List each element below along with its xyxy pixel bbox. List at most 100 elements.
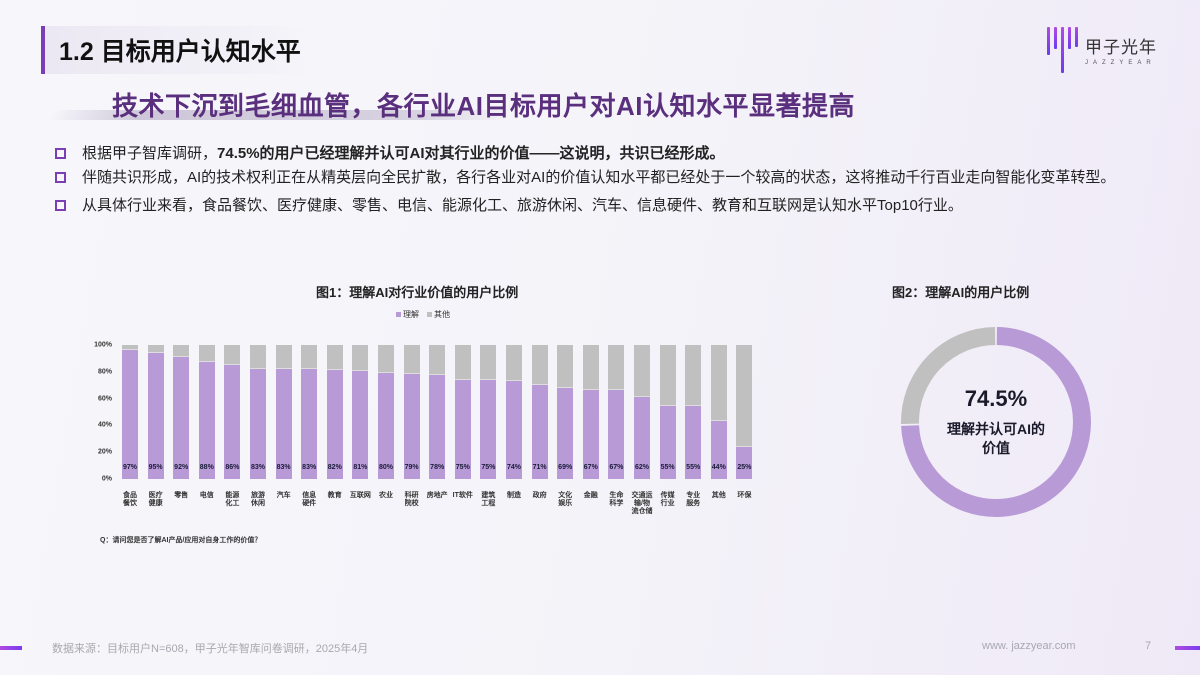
- y-tick-label: 60%: [97, 395, 112, 403]
- bar-segment-other: [685, 345, 702, 406]
- bar-segment-other: [531, 345, 548, 384]
- bar-segment-understand: [480, 378, 497, 479]
- bar-segment-understand: [659, 405, 676, 479]
- donut-center-label: 理解并认可AI的价值: [947, 421, 1045, 456]
- bar: 71%: [531, 345, 548, 479]
- x-category-label: 医疗 健康: [148, 492, 163, 507]
- bar-value-label: 86%: [225, 464, 240, 471]
- x-category-label: 房地产: [426, 492, 448, 499]
- x-category-label: 互联网: [349, 492, 371, 499]
- bar-segment-understand: [685, 405, 702, 479]
- bar-value-label: 92%: [174, 464, 189, 471]
- donut-segment-other: [901, 327, 996, 425]
- logo-name-cn: 甲子光年: [1085, 38, 1157, 58]
- x-category-label: 传媒 行业: [660, 492, 675, 507]
- x-category-label: 制造: [507, 492, 521, 499]
- x-category-label: 金融: [583, 492, 598, 499]
- bar-value-label: 69%: [558, 464, 573, 471]
- y-tick-label: 100%: [94, 341, 112, 349]
- bullet-bold-text: 74.5%的用户已经理解并认可AI对其行业的价值——这说明，共识已经形成。: [217, 145, 725, 162]
- bar: 55%: [659, 345, 676, 479]
- x-category-label: 信息 硬件: [302, 492, 317, 507]
- x-category-label: 农业: [379, 492, 393, 499]
- section-title: 1.2 目标用户认知水平: [41, 26, 311, 74]
- bar-value-label: 75%: [455, 464, 470, 471]
- x-category-label: 能源 化工: [225, 492, 240, 507]
- bar: 95%: [147, 345, 164, 479]
- bar-segment-other: [352, 345, 369, 371]
- bar-segment-understand: [122, 349, 138, 479]
- chart1-y-axis: 100% 80% 60% 40% 20% 0%: [86, 340, 112, 485]
- bar-value-label: 55%: [686, 464, 701, 471]
- bar-segment-understand: [634, 395, 650, 479]
- bar-value-label: 83%: [250, 464, 265, 471]
- bar-segment-other: [224, 345, 241, 364]
- chart1-bars: 97% 95% 92% 88% 86% 83% 83% 83% 82% 81% 80% 79% 78% 7…: [120, 345, 760, 479]
- donut-center: 74.5% 理解并认可AI的价值: [900, 326, 1092, 518]
- bar: 81%: [352, 345, 369, 479]
- bar-value-label: 82%: [327, 464, 342, 471]
- bar: 69%: [557, 345, 574, 479]
- x-category-label: 科研 院校: [404, 492, 419, 507]
- bar-value-label: 88%: [199, 464, 214, 471]
- brand-logo: 甲子光年 JAZZYEAR: [1045, 25, 1157, 75]
- bar-segment-understand: [506, 379, 522, 479]
- footer-accent-bar: [0, 646, 22, 650]
- bar-value-label: 44%: [711, 464, 726, 471]
- bar-segment-understand: [736, 445, 753, 479]
- bar-segment-other: [122, 345, 138, 350]
- y-tick-label: 80%: [97, 368, 112, 376]
- chart2-title: 图2：理解AI的用户比例: [892, 285, 1030, 300]
- bullet-item: 根据甲子智库调研，74.5%的用户已经理解并认可AI对其行业的价值——这说明，共…: [53, 143, 1153, 165]
- x-category-label: 教育: [327, 492, 342, 499]
- bar-value-label: 55%: [660, 464, 675, 471]
- bar-value-label: 67%: [609, 464, 624, 471]
- bullet-text: 伴随共识形成，AI的技术权利正在从精英层向全民扩散，各行各业对AI的价值认知水平…: [82, 169, 1116, 186]
- footer-url[interactable]: www. jazzyear.com: [982, 640, 1076, 652]
- bar-value-label: 25%: [737, 464, 752, 471]
- bullet-square-icon: [55, 172, 66, 183]
- x-category-label: 电信: [199, 492, 214, 499]
- x-category-label: 交通运 输/物 流仓储: [631, 492, 653, 515]
- bar: 83%: [301, 345, 318, 479]
- bar-segment-understand: [710, 420, 727, 479]
- bar-value-label: 78%: [430, 464, 445, 471]
- bar-segment-other: [147, 345, 164, 352]
- bar: 55%: [685, 345, 702, 479]
- bar-segment-understand: [352, 370, 369, 479]
- legend-item-other: 其他: [427, 309, 450, 320]
- bar-value-label: 71%: [532, 464, 547, 471]
- y-tick-label: 20%: [97, 448, 112, 456]
- chart2-donut: [901, 327, 1091, 517]
- bar-segment-other: [557, 345, 574, 387]
- x-category-label: 政府: [532, 492, 547, 499]
- x-category-label: 旅游 休闲: [251, 492, 265, 507]
- logo-mark-icon: [1045, 25, 1081, 75]
- donut-center-value: 74.5%: [964, 386, 1028, 411]
- bar: 86%: [224, 345, 241, 479]
- bar-value-label: 97%: [122, 464, 137, 471]
- bar-segment-understand: [250, 367, 266, 479]
- bullet-list: 根据甲子智库调研，74.5%的用户已经理解并认可AI对其行业的价值——这说明，共…: [53, 143, 1153, 219]
- headline: 技术下沉到毛细血管，各行业AI目标用户对AI认知水平显著提高: [112, 91, 856, 121]
- x-category-label: 其他: [711, 492, 726, 499]
- y-tick-label: 0%: [101, 475, 112, 483]
- chart1-question-note: Q：请问您是否了解AI产品/应用对自身工作的价值？: [100, 537, 262, 544]
- bar-segment-understand: [608, 389, 625, 479]
- x-category-label: 汽车: [276, 492, 291, 499]
- bar-segment-understand: [173, 355, 190, 479]
- donut-segment-understand: [901, 327, 1091, 517]
- bar-segment-understand: [224, 363, 241, 479]
- bar-segment-understand: [147, 351, 164, 479]
- legend-swatch-other: [427, 312, 432, 317]
- bar: 82%: [326, 345, 343, 479]
- bar-value-label: 81%: [353, 464, 368, 471]
- footer-source: 数据来源：目标用户N=608，甲子光年智库问卷调研，2025年4月: [52, 643, 369, 655]
- bar: 97%: [122, 345, 138, 479]
- bar-segment-understand: [429, 374, 446, 479]
- bar: 25%: [736, 345, 753, 479]
- bar-value-label: 80%: [378, 464, 393, 471]
- bar: 74%: [506, 345, 522, 479]
- bar: 75%: [454, 345, 471, 479]
- bar: 83%: [275, 345, 292, 479]
